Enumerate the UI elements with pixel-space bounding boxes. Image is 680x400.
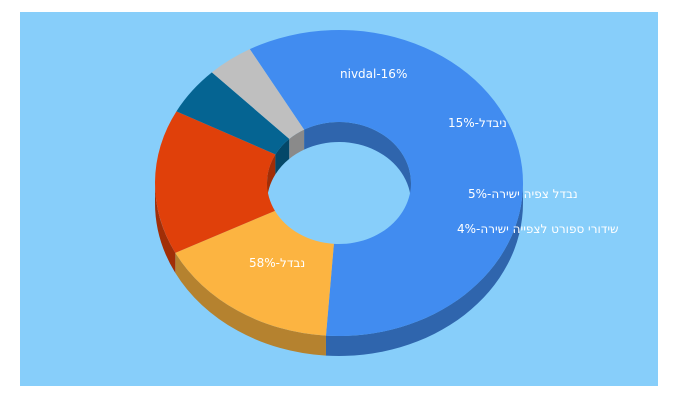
donut-wall-1 <box>175 252 326 356</box>
slice-label-4: 4%-שידורי ספורט לצפייה ישירה <box>457 222 619 236</box>
donut-wall-2 <box>155 183 176 273</box>
donut-inner-wall-0 <box>304 121 411 203</box>
donut-slice-2[interactable] <box>154 111 276 253</box>
donut-inner-wall-4 <box>289 129 305 159</box>
donut-inner-wall-2 <box>267 154 276 203</box>
slice-label-1: nivdal-16% <box>340 67 407 81</box>
slice-label-0: 58%-נבדל <box>249 256 305 270</box>
donut-wall-0 <box>325 183 523 356</box>
donut-slice-4[interactable] <box>211 49 305 139</box>
donut-slice-3[interactable] <box>176 72 290 155</box>
slice-label-3: 5%-נבדל צפיה ישירה <box>468 187 578 201</box>
donut-inner-wall-3 <box>275 138 290 175</box>
slice-label-2: 15%-ניבדל <box>448 116 507 130</box>
donut-slice-0[interactable] <box>249 30 523 337</box>
donut-slice-1[interactable] <box>175 210 334 336</box>
